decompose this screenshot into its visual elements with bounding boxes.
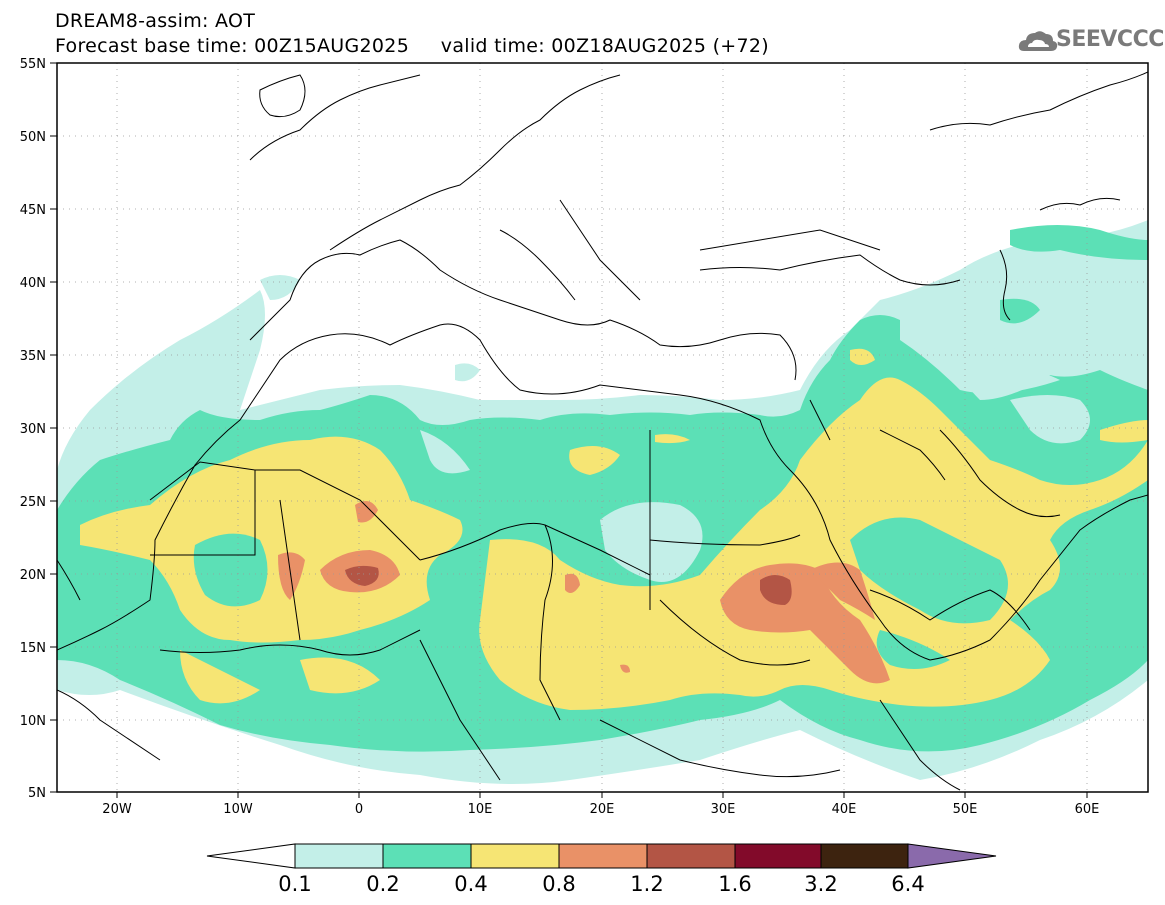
colorbar-labels: 0.1 0.2 0.4 0.8 1.2 1.6 3.2 6.4	[278, 872, 924, 896]
latitude-labels: 55N 50N 45N 40N 35N 30N 25N 20N 15N 10N …	[20, 57, 46, 801]
lat-label: 40N	[20, 276, 46, 291]
longitude-labels: 20W 10W 0 10E 20E 30E 40E 50E 60E	[102, 802, 1099, 817]
lat-label: 50N	[20, 130, 46, 145]
lat-label: 30N	[20, 422, 46, 437]
colorbar-label: 1.6	[718, 872, 751, 896]
cloud-icon	[1018, 31, 1058, 51]
colorbar-label: 0.8	[542, 872, 575, 896]
lon-label: 20W	[102, 802, 132, 817]
lon-label: 10E	[468, 802, 493, 817]
colorbar-swatch	[294, 843, 384, 869]
colorbar-label: 3.2	[804, 872, 837, 896]
colorbar-swatch	[646, 843, 736, 869]
aot-field	[57, 220, 1148, 784]
lon-label: 40E	[832, 802, 857, 817]
colorbar-swatch	[820, 843, 909, 869]
logo-text: SEEVCCC	[1056, 27, 1164, 52]
lon-label: 60E	[1075, 802, 1100, 817]
lat-label: 35N	[20, 349, 46, 364]
colorbar-label: 0.4	[454, 872, 487, 896]
lon-label: 10W	[223, 802, 253, 817]
lat-label: 45N	[20, 203, 46, 218]
lat-label: 55N	[20, 57, 46, 72]
lat-label: 10N	[20, 714, 46, 729]
axis-ticks	[50, 62, 1088, 798]
colorbar-label: 1.2	[630, 872, 663, 896]
lon-label: 0	[355, 802, 363, 817]
lat-label: 25N	[20, 495, 46, 510]
lat-label: 20N	[20, 568, 46, 583]
colorbar-swatch	[470, 843, 560, 869]
colorbar-lower-arrow	[206, 843, 296, 869]
lat-label: 15N	[20, 641, 46, 656]
lon-label: 50E	[953, 802, 978, 817]
lat-label: 5N	[28, 786, 46, 801]
colorbar-label: 6.4	[891, 872, 924, 896]
lon-label: 30E	[711, 802, 736, 817]
colorbar	[206, 843, 997, 869]
colorbar-swatch	[558, 843, 648, 869]
coastlines	[57, 71, 1148, 791]
forecast-time-subtitle: Forecast base time: 00Z15AUG2025 valid t…	[55, 35, 770, 57]
colorbar-upper-arrow	[907, 843, 997, 869]
colorbar-swatch	[382, 843, 472, 869]
lon-label: 20E	[590, 802, 615, 817]
map-title: DREAM8-assim: AOT	[55, 10, 256, 32]
colorbar-label: 0.2	[366, 872, 399, 896]
colorbar-swatch	[734, 843, 822, 869]
colorbar-label: 0.1	[278, 872, 311, 896]
